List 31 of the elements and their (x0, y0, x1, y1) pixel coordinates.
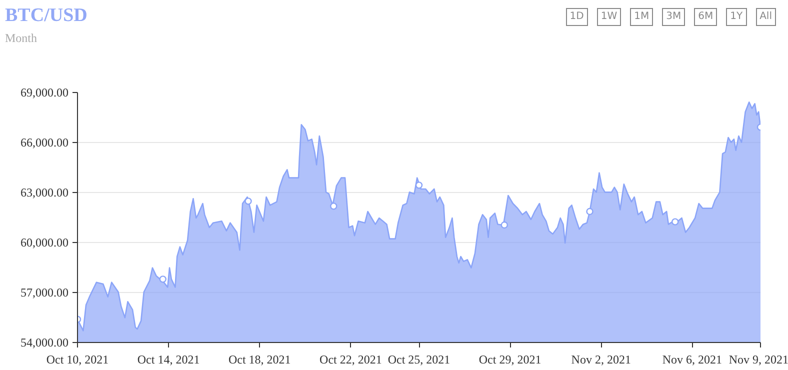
x-tick-label: Oct 29, 2021 (478, 352, 542, 366)
y-tick-label: 66,000.00 (20, 136, 68, 150)
text: 1Y (726, 8, 747, 26)
x-tick-label: Oct 25, 2021 (388, 352, 450, 366)
y-tick-label: 54,000.00 (20, 336, 68, 350)
x-tick-label: Nov 9, 2021 (728, 352, 788, 366)
y-tick-label: 69,000.00 (20, 86, 68, 100)
text: 3M (662, 8, 686, 26)
point (500, 221, 508, 229)
chart-subtitle: Month (5, 30, 38, 47)
point (672, 218, 679, 226)
x-tick-label: Oct 14, 2021 (137, 352, 200, 366)
point (244, 198, 252, 205)
point (586, 208, 594, 216)
text: 1D (566, 8, 588, 26)
chart-title: BTC/USD (5, 4, 88, 28)
x-tick-label: Oct 22, 2021 (320, 352, 382, 366)
x-tick-label: Oct 18, 2021 (228, 352, 291, 366)
point (415, 182, 423, 189)
text: 1W (596, 8, 622, 26)
x-tick-label: Nov 6, 2021 (662, 352, 722, 366)
point (330, 202, 338, 210)
x-tick-label: Oct 10, 2021 (46, 352, 109, 366)
text: 6M (694, 8, 718, 26)
text: All (756, 8, 776, 26)
y-tick-label: 60,000.00 (20, 236, 68, 250)
point (159, 276, 166, 283)
text: 1M (630, 8, 654, 26)
x-tick-label: Nov 2, 2021 (571, 352, 631, 366)
y-tick-label: 57,000.00 (20, 286, 68, 300)
y-tick-label: 63,000.00 (20, 186, 68, 200)
